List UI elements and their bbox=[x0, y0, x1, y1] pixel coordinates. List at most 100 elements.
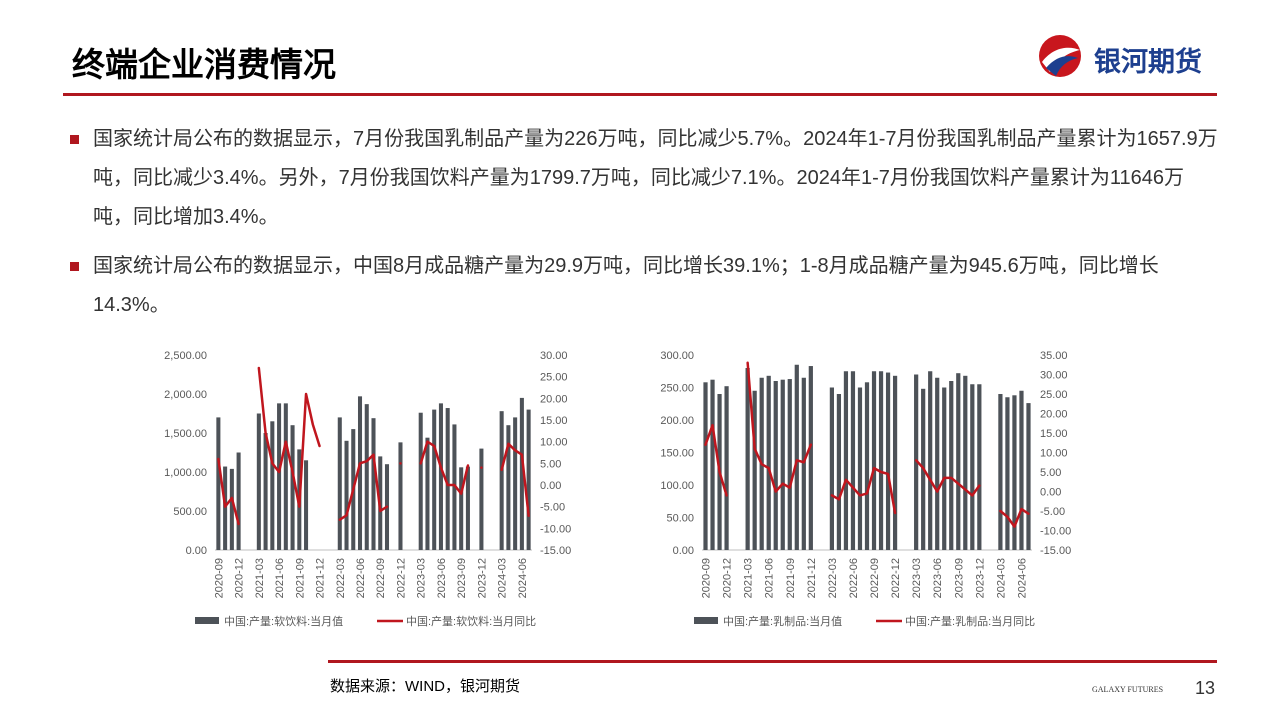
line bbox=[999, 507, 1030, 528]
bar bbox=[371, 418, 376, 550]
x-tick-label: 2022-03 bbox=[335, 558, 347, 598]
x-tick-label: 2020-09 bbox=[701, 558, 713, 598]
y2-tick-label: -10.00 bbox=[1040, 526, 1071, 538]
x-tick-label: 2022-12 bbox=[395, 558, 407, 598]
bar bbox=[935, 377, 940, 550]
legend-label: 中国:产量:软饮料:当月同比 bbox=[406, 614, 536, 628]
slide-title: 终端企业消费情况 bbox=[72, 46, 336, 83]
bar bbox=[998, 394, 1003, 550]
y2-tick-label: 0.00 bbox=[1040, 487, 1061, 499]
x-tick-label: 2022-06 bbox=[355, 558, 367, 598]
y2-tick-label: -5.00 bbox=[1040, 506, 1065, 518]
y2-tick-label: -15.00 bbox=[540, 545, 571, 557]
x-tick-label: 2022-12 bbox=[890, 558, 902, 598]
y2-tick-label: 10.00 bbox=[1040, 448, 1068, 460]
bullet-text: 国家统计局公布的数据显示，7月份我国乳制品产量为226万吨，同比减少5.7%。2… bbox=[70, 120, 1220, 237]
y-tick-label: 1,000.00 bbox=[164, 467, 207, 479]
bar bbox=[752, 390, 757, 550]
bar bbox=[970, 384, 975, 550]
x-tick-label: 2024-06 bbox=[1016, 558, 1028, 598]
bar bbox=[283, 403, 288, 550]
line bbox=[257, 366, 321, 508]
bar bbox=[438, 403, 443, 550]
bar bbox=[808, 366, 813, 550]
x-tick-label: 2023-03 bbox=[416, 558, 428, 598]
bar bbox=[963, 375, 968, 550]
x-tick-label: 2023-03 bbox=[911, 558, 923, 598]
bar bbox=[357, 396, 363, 550]
bar bbox=[710, 379, 715, 550]
x-tick-label: 2020-09 bbox=[213, 558, 225, 598]
bar bbox=[236, 452, 241, 550]
legend-swatch bbox=[195, 617, 219, 624]
bar bbox=[513, 417, 518, 550]
bar bbox=[703, 382, 708, 550]
x-tick-label: 2023-06 bbox=[436, 558, 448, 598]
page-number: 13 bbox=[1195, 678, 1216, 698]
y-tick-label: 150.00 bbox=[660, 448, 694, 460]
x-tick-label: 2024-03 bbox=[497, 558, 509, 598]
y-tick-label: 500.00 bbox=[173, 506, 207, 518]
logo-icon bbox=[1039, 35, 1081, 77]
y2-tick-label: 30.00 bbox=[540, 350, 568, 362]
x-tick-label: 2022-09 bbox=[869, 558, 881, 598]
bar bbox=[1026, 403, 1031, 550]
y2-tick-label: 15.00 bbox=[1040, 428, 1068, 440]
charts: 0.00 500.00 1,000.00 1,500.00 2,000.00 2,500.… bbox=[164, 350, 1071, 628]
bar bbox=[857, 387, 863, 550]
bar bbox=[892, 375, 898, 550]
bar bbox=[914, 374, 919, 550]
bar bbox=[928, 371, 933, 550]
y2-tick-label: 15.00 bbox=[540, 415, 568, 427]
x-tick-label: 2020-12 bbox=[722, 558, 734, 598]
bar bbox=[773, 381, 778, 550]
bar bbox=[452, 424, 457, 550]
x-tick-label: 2022-03 bbox=[827, 558, 839, 598]
bar bbox=[506, 425, 511, 550]
y-tick-label: 0.00 bbox=[186, 545, 207, 557]
y-tick-label: 50.00 bbox=[666, 513, 694, 525]
brand-text: GALAXY FUTURES bbox=[1092, 685, 1164, 694]
y2-tick-label: -10.00 bbox=[540, 523, 571, 535]
y2-tick-label: 5.00 bbox=[1040, 467, 1061, 479]
x-tick-label: 2021-06 bbox=[274, 558, 286, 598]
bar bbox=[1012, 395, 1017, 550]
line bbox=[704, 423, 728, 497]
bar bbox=[337, 417, 342, 550]
y-tick-label: 1,500.00 bbox=[164, 428, 207, 440]
line bbox=[500, 442, 530, 518]
bar bbox=[223, 466, 228, 550]
x-tick-label: 2023-09 bbox=[456, 558, 468, 598]
y2-tick-label: 30.00 bbox=[1040, 370, 1068, 382]
y2-tick-label: 25.00 bbox=[1040, 389, 1068, 401]
bar bbox=[270, 421, 275, 550]
header-rule bbox=[63, 93, 1217, 96]
bar bbox=[949, 381, 954, 550]
bar bbox=[499, 411, 504, 550]
bar bbox=[519, 397, 524, 550]
bar bbox=[290, 425, 295, 550]
line bbox=[746, 361, 813, 493]
bar bbox=[836, 394, 842, 550]
bar bbox=[1019, 390, 1024, 550]
footer-rule bbox=[328, 660, 1217, 663]
y-tick-label: 100.00 bbox=[660, 480, 694, 492]
bar bbox=[256, 413, 261, 550]
x-tick-label: 2021-09 bbox=[785, 558, 797, 598]
bar bbox=[801, 377, 806, 550]
x-tick-label: 2022-09 bbox=[375, 558, 387, 598]
bar bbox=[364, 404, 369, 550]
y-tick-label: 250.00 bbox=[660, 383, 694, 395]
bar bbox=[1005, 397, 1010, 550]
bar bbox=[216, 417, 221, 550]
y-tick-label: 200.00 bbox=[660, 415, 694, 427]
bar bbox=[864, 382, 870, 550]
x-tick-label: 2024-03 bbox=[995, 558, 1007, 598]
bar bbox=[724, 386, 729, 550]
bar bbox=[745, 368, 750, 550]
bar bbox=[885, 372, 891, 550]
bar bbox=[425, 437, 430, 550]
y2-tick-label: -5.00 bbox=[540, 502, 565, 514]
y2-tick-label: 20.00 bbox=[540, 393, 568, 405]
x-tick-label: 2023-09 bbox=[953, 558, 965, 598]
